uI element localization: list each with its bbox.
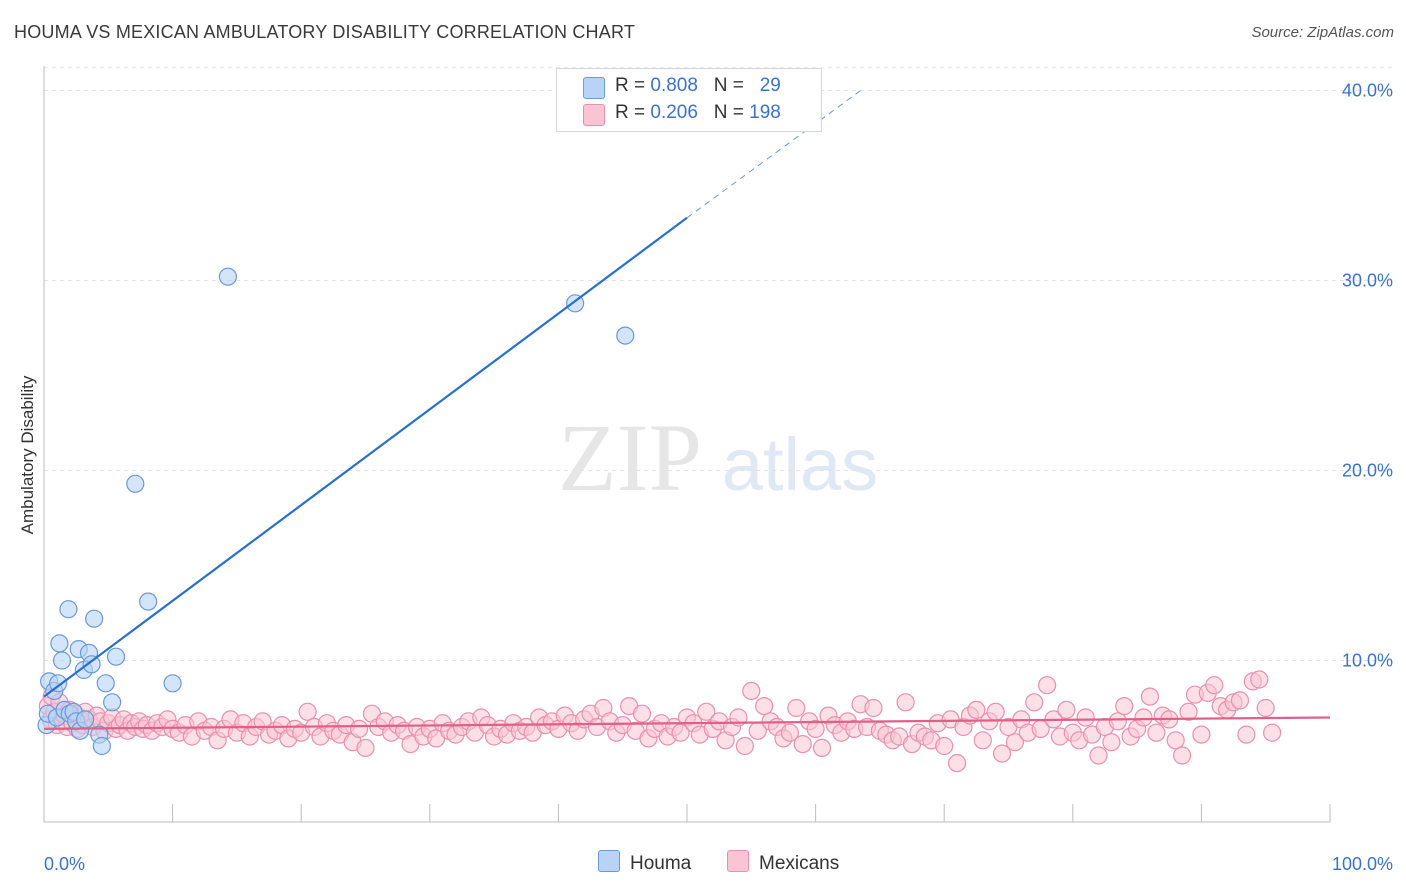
mexicans-point [1140, 687, 1160, 706]
mexicans-point [1192, 725, 1211, 744]
mexicans-point [992, 744, 1012, 763]
mexicans-r-label: R = [615, 102, 646, 123]
correlation-legend: R = 0.808 N = 29 R = 0.206 N = 198 [556, 68, 822, 132]
houma-point [82, 655, 101, 674]
bottom-mexicans-label: Mexicans [759, 853, 840, 874]
mexicans-point [1005, 733, 1025, 752]
mexicans-point [1230, 691, 1250, 710]
bottom-mexicans-swatch [727, 850, 749, 872]
mexicans-point [947, 753, 967, 773]
houma-r-value: 0.808 [650, 75, 698, 96]
mexicans-point [1089, 746, 1108, 765]
bottom-legend-mexicans: Mexicans [727, 850, 839, 875]
houma-point [96, 674, 115, 693]
houma-trend-extension [686, 90, 861, 219]
mexicans-points [38, 670, 1282, 773]
houma-point [218, 267, 237, 286]
mexicans-point [1166, 731, 1185, 750]
houma-point [103, 693, 122, 712]
y-tick-label: 10.0% [1342, 651, 1393, 671]
y-tick-label: 30.0% [1342, 271, 1393, 291]
houma-point [106, 647, 126, 666]
mexicans-point [973, 731, 992, 750]
houma-point [126, 474, 145, 493]
houma-point [139, 592, 158, 611]
y-axis-label: Ambulatory Disability [18, 375, 37, 535]
mexicans-point [356, 738, 375, 758]
mexicans-n-value: 198 [749, 102, 781, 123]
mexicans-point [1115, 696, 1134, 716]
bottom-houma-swatch [598, 850, 620, 872]
mexicans-point [1057, 700, 1076, 720]
mexicans-point [1263, 723, 1282, 742]
mexicans-point [1037, 676, 1057, 695]
mexicans-point [1250, 670, 1269, 689]
mexicans-point [780, 723, 799, 742]
mexicans-point [787, 698, 806, 718]
houma-point [49, 674, 68, 693]
mexicans-point [632, 704, 652, 723]
houma-point [59, 600, 78, 619]
tick-labels: 10.0% 20.0% 30.0% 40.0% 0.0% 100.0% [44, 81, 1393, 875]
y-tick-label: 40.0% [1342, 81, 1393, 101]
source-label: Source: ZipAtlas.com [1251, 24, 1394, 41]
mexicans-point [1025, 693, 1044, 712]
mexicans-point [735, 736, 754, 756]
mexicans-point [935, 736, 954, 756]
mexicans-point [349, 719, 369, 739]
houma-stats: R = 0.808 N = 29 [615, 75, 781, 97]
mexicans-point [697, 702, 716, 721]
chart-title: HOUMA VS MEXICAN AMBULATORY DISABILITY C… [14, 22, 636, 42]
mexicans-point [864, 698, 883, 718]
x-tick-label-end: 100.0% [1332, 854, 1393, 874]
houma-point [92, 736, 111, 756]
grid [44, 67, 1392, 661]
houma-point [616, 326, 635, 345]
mexicans-point [1108, 712, 1127, 731]
houma-points [37, 267, 635, 756]
mexicans-point [1237, 725, 1256, 744]
mexicans-point [298, 702, 317, 721]
mexicans-n-label: N = [713, 102, 744, 123]
houma-n-value: 29 [759, 75, 781, 96]
y-tick-label: 20.0% [1342, 461, 1393, 481]
x-tick-label-start: 0.0% [44, 854, 85, 874]
mexicans-point [1076, 708, 1095, 727]
mexicans-point [1179, 702, 1198, 721]
houma-trend-line [43, 216, 688, 698]
mexicans-swatch [583, 104, 605, 126]
houma-point [163, 674, 182, 693]
mexicans-point [1102, 733, 1121, 752]
mexicans-r-value: 0.206 [650, 102, 698, 123]
trend-lines [43, 90, 1331, 730]
watermark-atlas: atlas [722, 423, 878, 506]
mexicans-point [1134, 708, 1153, 727]
houma-point [50, 634, 69, 653]
mexicans-point [806, 719, 825, 739]
mexicans-point [755, 696, 774, 716]
houma-point [76, 710, 95, 729]
watermark-zip: ZIP [558, 404, 702, 511]
bottom-houma-label: Houma [630, 853, 692, 874]
mexicans-point [1173, 746, 1192, 765]
mexicans-point [793, 734, 812, 754]
mexicans-point [896, 693, 915, 712]
mexicans-point [986, 702, 1005, 721]
houma-point [85, 609, 104, 628]
mexicans-point [1205, 676, 1224, 695]
houma-r-label: R = [615, 75, 646, 96]
mexicans-point [812, 738, 832, 758]
mexicans-point [1256, 698, 1275, 718]
houma-point [52, 651, 72, 670]
mexicans-stats: R = 0.206 N = 198 [615, 102, 781, 124]
mexicans-point [967, 700, 986, 720]
watermark: ZIP atlas [558, 404, 878, 511]
mexicans-trend-line [43, 716, 1331, 730]
houma-swatch [583, 77, 605, 99]
mexicans-point [1147, 723, 1166, 742]
bottom-legend-houma: Houma [598, 850, 691, 875]
mexicans-point [742, 681, 761, 701]
houma-n-label: N = [713, 75, 744, 96]
